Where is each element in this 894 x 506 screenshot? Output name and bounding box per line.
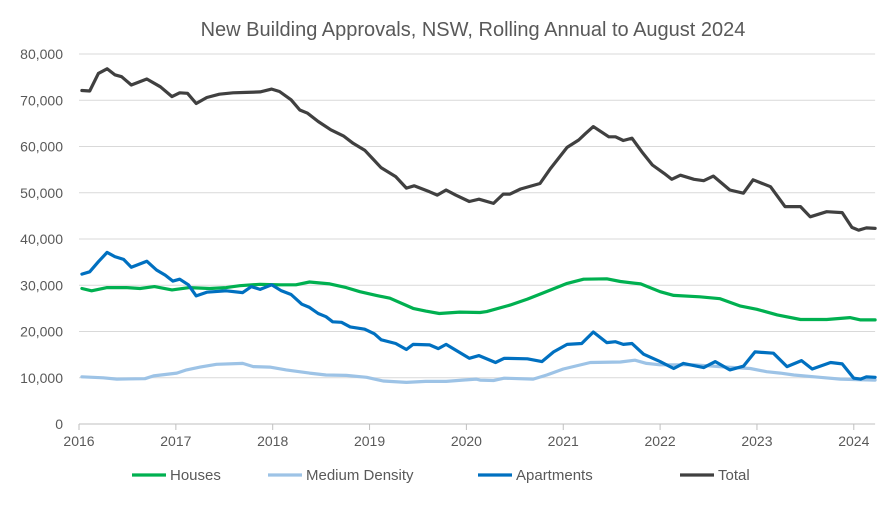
y-tick-label: 50,000 (20, 185, 63, 201)
y-tick-label: 40,000 (20, 231, 63, 247)
y-tick-label: 20,000 (20, 324, 63, 340)
series-lines (80, 67, 877, 384)
legend-item: Houses (132, 467, 221, 484)
y-tick-label: 70,000 (20, 92, 63, 108)
x-axis-ticks: 2016 2017 2018 2019 2020 2021 2022 2023 2024 (63, 424, 870, 449)
x-tick-label: 2016 (63, 433, 94, 449)
legend-item: Apartments (478, 467, 593, 484)
legend: Houses Medium Density Apartments Total (132, 467, 750, 484)
y-tick-label: 60,000 (20, 139, 63, 155)
y-axis-ticks: 0 10,000 20,000 30,000 40,000 50,000 60,000 70,… (20, 46, 63, 432)
legend-label: Apartments (516, 467, 593, 484)
legend-item: Total (680, 467, 750, 484)
gridlines (79, 53, 876, 425)
series-line-apartments (80, 250, 877, 381)
legend-label: Houses (170, 467, 221, 484)
legend-label: Total (718, 467, 750, 484)
x-tick-label: 2020 (451, 433, 482, 449)
x-tick-label: 2024 (838, 433, 869, 449)
y-tick-label: 10,000 (20, 370, 63, 386)
series-line-houses (80, 277, 877, 322)
chart-title: New Building Approvals, NSW, Rolling Ann… (201, 19, 746, 41)
legend-item: Medium Density (268, 467, 414, 484)
x-tick-label: 2019 (354, 433, 385, 449)
legend-label: Medium Density (306, 467, 414, 484)
x-tick-label: 2023 (741, 433, 772, 449)
x-tick-label: 2017 (160, 433, 191, 449)
y-tick-label: 0 (55, 416, 63, 432)
series-line-total (80, 67, 877, 232)
x-tick-label: 2022 (645, 433, 676, 449)
series-line-medium-density (80, 358, 877, 384)
x-tick-label: 2018 (257, 433, 288, 449)
y-tick-label: 80,000 (20, 46, 63, 62)
y-tick-label: 30,000 (20, 277, 63, 293)
x-tick-label: 2021 (548, 433, 579, 449)
